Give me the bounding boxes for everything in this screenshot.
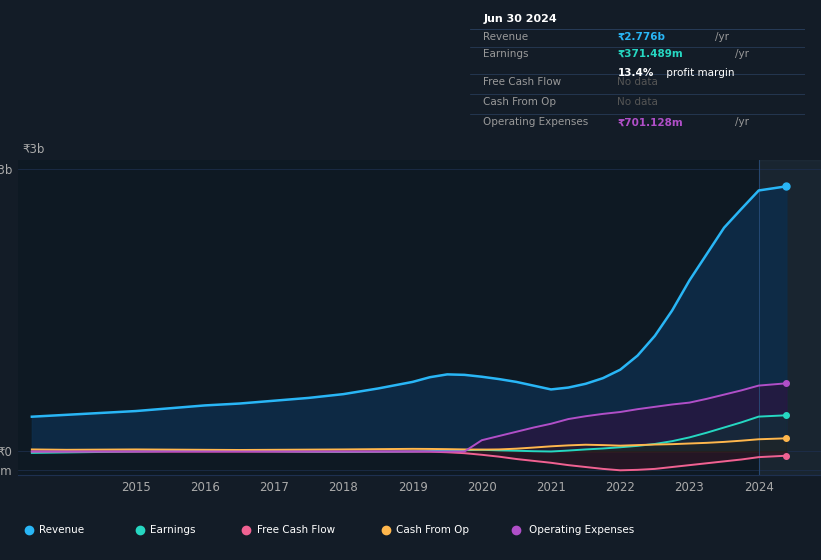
Text: Operating Expenses: Operating Expenses: [529, 525, 634, 535]
Text: No data: No data: [617, 77, 658, 87]
Text: Cash From Op: Cash From Op: [484, 97, 557, 107]
Text: ₹3b: ₹3b: [22, 142, 44, 156]
Text: Operating Expenses: Operating Expenses: [484, 117, 589, 127]
Text: No data: No data: [617, 97, 658, 107]
Text: Jun 30 2024: Jun 30 2024: [484, 15, 557, 24]
Text: ₹371.489m: ₹371.489m: [617, 49, 683, 59]
Text: ₹2.776b: ₹2.776b: [617, 32, 665, 42]
Text: Free Cash Flow: Free Cash Flow: [256, 525, 335, 535]
Text: Earnings: Earnings: [149, 525, 195, 535]
Text: Free Cash Flow: Free Cash Flow: [484, 77, 562, 87]
Text: ₹701.128m: ₹701.128m: [617, 117, 683, 127]
Text: Revenue: Revenue: [39, 525, 84, 535]
Bar: [759, 160, 821, 475]
Text: Earnings: Earnings: [484, 49, 529, 59]
Text: Revenue: Revenue: [484, 32, 529, 42]
Text: /yr: /yr: [714, 32, 728, 42]
Text: profit margin: profit margin: [663, 68, 734, 78]
Text: /yr: /yr: [735, 49, 749, 59]
Text: Cash From Op: Cash From Op: [397, 525, 469, 535]
Text: 13.4%: 13.4%: [617, 68, 654, 78]
Text: /yr: /yr: [735, 117, 749, 127]
